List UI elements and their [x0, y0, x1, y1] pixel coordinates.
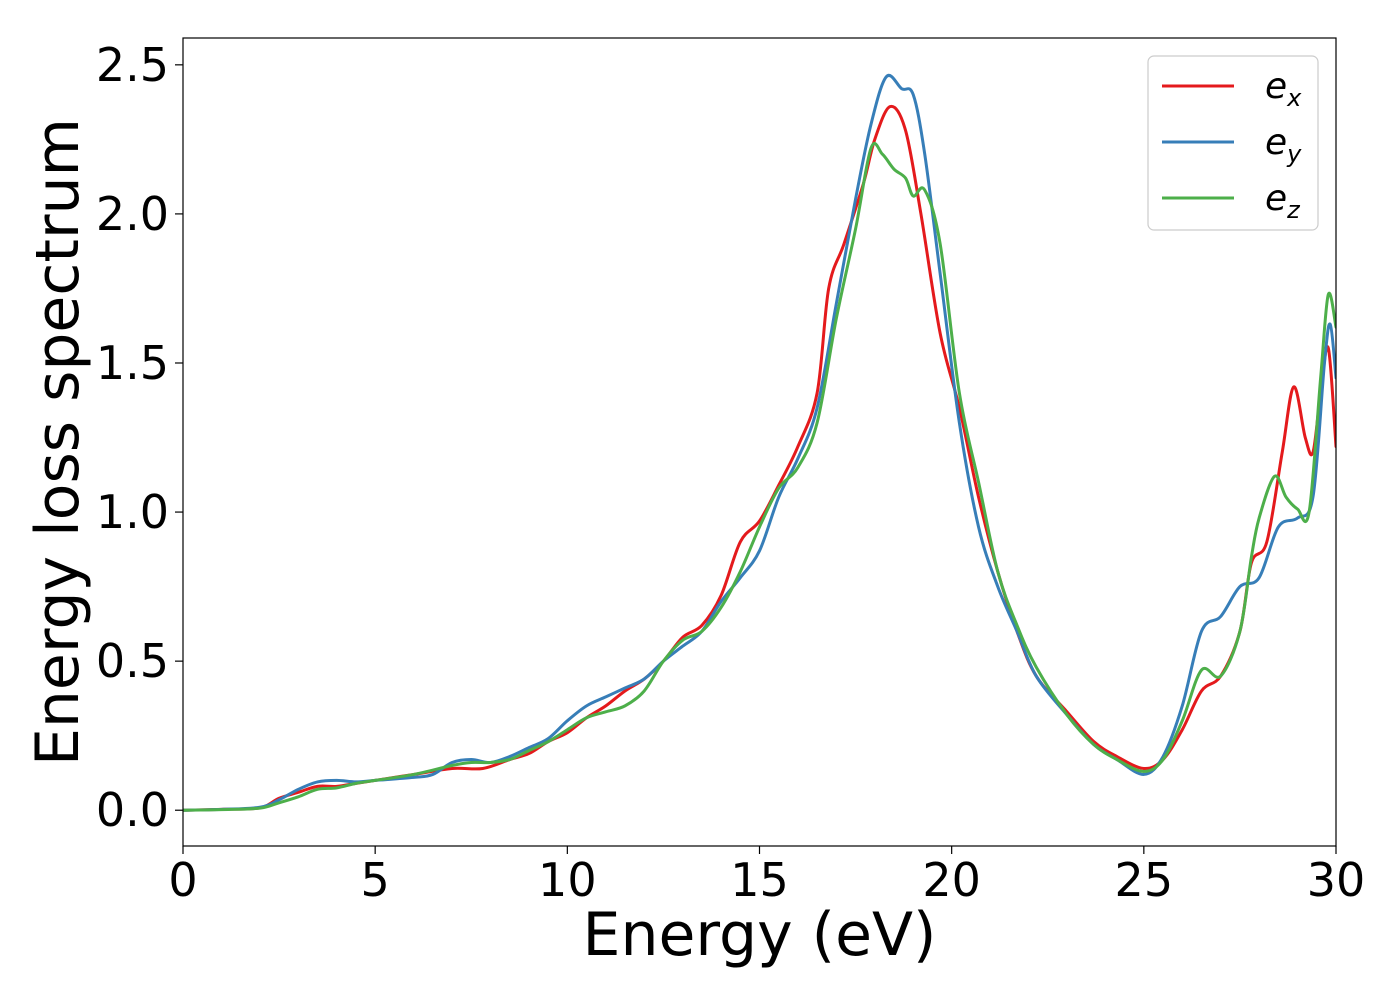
- x-tick-label: 10: [538, 853, 597, 907]
- legend-label-e-y: ey: [1265, 122, 1302, 168]
- x-tick-label: 5: [361, 853, 390, 907]
- y-tick-label: 2.0: [96, 187, 169, 241]
- legend-label-e-x: ex: [1265, 66, 1302, 112]
- x-tick-label: 15: [730, 853, 789, 907]
- x-tick-label: 30: [1307, 853, 1366, 907]
- x-axis: 0 5 10 15 20 25 30: [168, 846, 1365, 907]
- legend: ex ey ez: [1147, 55, 1319, 231]
- x-axis-label: Energy (eV): [583, 900, 937, 970]
- series-layer: [183, 73, 1336, 812]
- y-tick-label: 1.0: [96, 485, 169, 539]
- y-tick-label: 1.5: [96, 336, 169, 390]
- legend-label-e-z: ez: [1265, 178, 1301, 224]
- y-tick-label: 0.5: [96, 634, 169, 688]
- series-line-e-y: [183, 73, 1336, 812]
- y-tick-label: 0.0: [96, 783, 169, 837]
- y-axis: 0.0 0.5 1.0 1.5 2.0 2.5: [96, 38, 183, 837]
- y-tick-label: 2.5: [96, 38, 169, 92]
- x-tick-label: 20: [922, 853, 981, 907]
- y-axis-label: Energy loss spectrum: [23, 118, 93, 766]
- x-tick-label: 0: [168, 853, 197, 907]
- x-tick-label: 25: [1115, 853, 1174, 907]
- series-line-e-z: [183, 142, 1336, 812]
